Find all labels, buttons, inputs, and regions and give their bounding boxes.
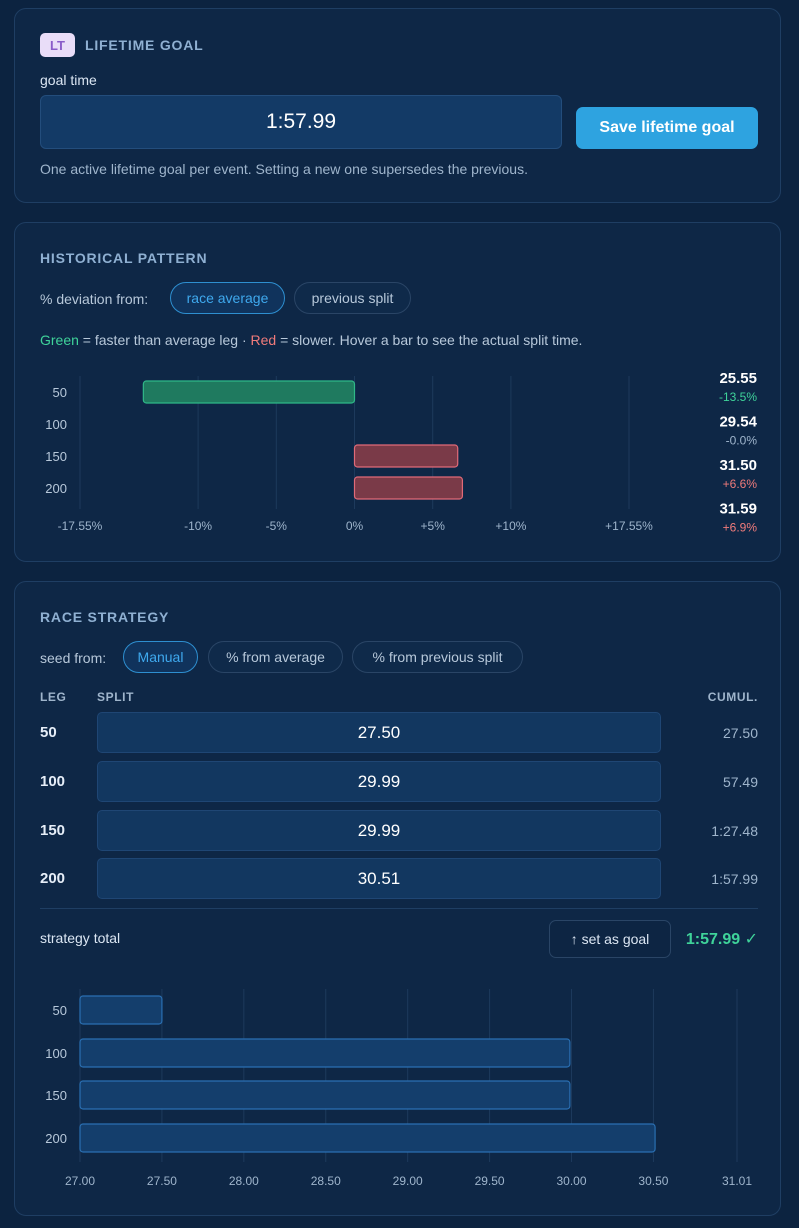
split-bar [79,1080,571,1110]
column-leg-header: LEG [40,690,67,704]
row-leg-label: 150 [40,822,66,839]
split-input[interactable]: 29.99 [97,761,661,802]
x-tick-label: 27.00 [65,1174,95,1188]
legend-green-text: = faster than average leg · [78,332,251,348]
x-tick-label: 27.50 [147,1174,177,1188]
historical-pattern-title: HISTORICAL PATTERN [40,250,208,266]
x-tick-label: +17.55% [605,519,653,533]
seed-manual-toggle[interactable]: Manual [123,641,198,673]
row-leg-label: 50 [40,724,57,741]
row-cumul-value: 27.50 [722,725,758,741]
row-leg-label: 100 [40,773,66,790]
split-time-label: 29.54 [719,414,757,431]
x-tick-label: 28.00 [229,1174,259,1188]
strategy-total-value: 1:57.99 ✓ [685,931,758,948]
category-label: 150 [45,449,67,464]
split-bar [79,1123,656,1153]
legend-red-text: = slower. Hover a bar to see the actual … [276,332,583,348]
split-time-label: 31.59 [719,501,757,518]
strategy-total-label: strategy total [40,930,121,946]
deviation-value-label: +6.6% [723,477,758,491]
x-tick-label: +5% [421,519,446,533]
deviation-value-label: +6.9% [723,521,758,535]
x-tick-label: 29.00 [393,1174,423,1188]
row-cumul-value: 1:57.99 [711,871,758,887]
x-tick-label: 30.50 [638,1174,668,1188]
column-cumul-header: CUMUL. [707,690,758,704]
lifetime-goal-note: One active lifetime goal per event. Sett… [40,161,528,177]
legend-red-word: Red [250,332,277,348]
category-label: 150 [45,1088,67,1103]
split-input[interactable]: 30.51 [97,858,661,899]
split-bar [79,1038,571,1068]
deviation-chart: -17.55% -10% -5% 0% +5% +10% +17.55% 50 25.55 -13… [45,370,758,535]
lifetime-goal-card: LT LIFETIME GOAL goal time 1:57.99 Save … [14,8,781,203]
race-strategy-title: RACE STRATEGY [40,609,170,625]
x-tick-label: 30.00 [557,1174,587,1188]
deviation-value-label: -13.5% [719,390,757,404]
split-bar [79,995,163,1025]
total-divider [40,908,758,909]
pattern-legend: Green = faster than average leg · Red = … [40,332,582,348]
split-input[interactable]: 29.99 [97,810,661,851]
deviation-bar [142,380,356,404]
strategy-chart: 27.00 27.50 28.00 28.50 29.00 29.50 30.00 30.50… [45,989,752,1188]
row-cumul-value: 57.49 [722,774,758,790]
race-strategy-card: RACE STRATEGY seed from: Manual % from a… [14,581,781,1216]
legend-green-word: Green [40,332,79,348]
lifetime-badge: LT [40,33,75,57]
historical-pattern-card: HISTORICAL PATTERN % deviation from: rac… [14,222,781,562]
x-tick-label: 31.01 [722,1174,752,1188]
seed-from-label: seed from: [40,650,107,666]
category-label: 100 [45,1046,67,1061]
category-label: 50 [53,385,67,400]
column-split-header: SPLIT [97,690,135,704]
split-time-label: 31.50 [719,457,757,474]
save-lifetime-goal-button[interactable]: Save lifetime goal [576,107,758,149]
x-tick-label: +10% [495,519,526,533]
deviation-previous-split-toggle[interactable]: previous split [294,282,411,314]
x-tick-label: -10% [184,519,212,533]
x-tick-label: 28.50 [311,1174,341,1188]
split-input[interactable]: 27.50 [97,712,661,753]
category-label: 200 [45,1131,67,1146]
split-time-label: 25.55 [719,370,757,387]
set-as-goal-button[interactable]: ↑ set as goal [549,920,671,958]
row-leg-label: 200 [40,870,66,887]
deviation-race-average-toggle[interactable]: race average [170,282,285,314]
deviation-value-label: -0.0% [726,434,758,448]
deviation-from-label: % deviation from: [40,291,149,307]
category-label: 50 [53,1003,67,1018]
deviation-bar [353,476,464,500]
goal-time-label: goal time [40,72,97,88]
x-tick-label: -17.55% [58,519,103,533]
seed-percent-average-toggle[interactable]: % from average [208,641,343,673]
row-cumul-value: 1:27.48 [711,823,758,839]
category-label: 200 [45,481,67,496]
x-tick-label: -5% [266,519,288,533]
x-tick-label: 0% [346,519,364,533]
seed-percent-previous-split-toggle[interactable]: % from previous split [352,641,523,673]
x-tick-label: 29.50 [475,1174,505,1188]
goal-time-input[interactable]: 1:57.99 [40,95,562,149]
lifetime-goal-title: LIFETIME GOAL [85,37,204,53]
category-label: 100 [45,417,67,432]
deviation-bar [353,444,459,468]
